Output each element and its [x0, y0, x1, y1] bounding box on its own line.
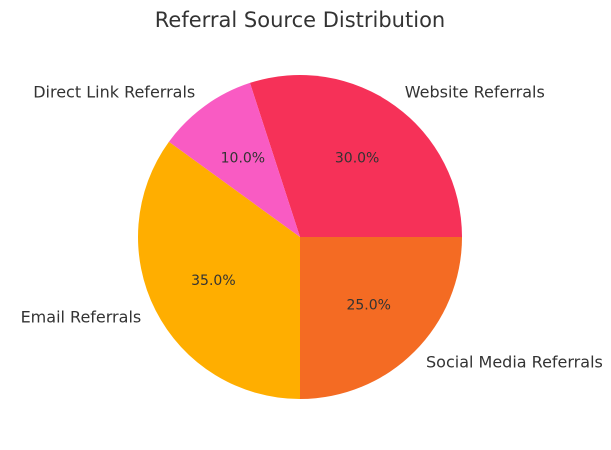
pie-category-label: Website Referrals [405, 82, 545, 101]
pie-percent-label: 10.0% [221, 150, 265, 166]
pie-category-labels: Website Referrals Social Media Referrals E… [21, 82, 603, 371]
pie-category-label: Email Referrals [21, 307, 142, 326]
pie-slice-direct-link-referrals [168, 82, 300, 238]
pie-category-label: Social Media Referrals [426, 353, 603, 372]
pie-percent-label: 25.0% [346, 298, 390, 314]
chart-title: Referral Source Distribution [155, 8, 445, 32]
pie-percent-label: 30.0% [335, 150, 379, 166]
pie-percent-label: 35.0% [191, 273, 235, 289]
pie-slices [138, 75, 462, 399]
pie-slice-social-media-referrals [300, 237, 462, 399]
pie-slice-website-referrals [249, 75, 462, 237]
pie-category-label: Direct Link Referrals [33, 82, 195, 101]
pie-percent-labels: 30.0% 25.0% 35.0% 10.0% [191, 150, 391, 313]
pie-slice-email-referrals [138, 141, 300, 399]
